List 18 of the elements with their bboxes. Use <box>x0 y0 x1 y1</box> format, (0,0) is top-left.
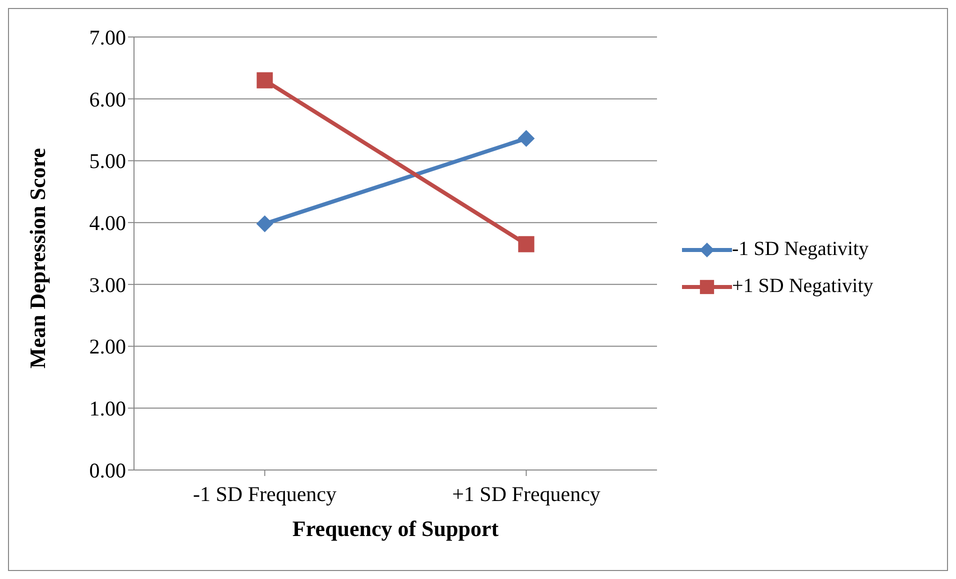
y-axis-title: Mean Depression Score <box>24 148 50 368</box>
y-tick-label: 7.00 <box>89 25 126 50</box>
legend-label: +1 SD Negativity <box>732 275 874 298</box>
y-tick-label: 5.00 <box>89 149 126 174</box>
y-tick-label: 6.00 <box>89 87 126 112</box>
point <box>256 215 274 232</box>
y-tick-label: 3.00 <box>89 272 126 297</box>
point <box>518 130 535 147</box>
y-tick-label: 4.00 <box>89 211 126 236</box>
x-axis-title: Frequency of Support <box>292 516 500 541</box>
legend-label: -1 SD Negativity <box>732 238 869 261</box>
y-tick-label: 0.00 <box>89 458 126 482</box>
x-tick-label: -1 SD Frequency <box>193 482 337 506</box>
point <box>256 72 273 88</box>
point <box>518 236 534 252</box>
x-tick-label: +1 SD Frequency <box>452 482 601 506</box>
y-tick-label: 1.00 <box>89 396 126 421</box>
y-tick-label: 2.00 <box>89 334 126 359</box>
